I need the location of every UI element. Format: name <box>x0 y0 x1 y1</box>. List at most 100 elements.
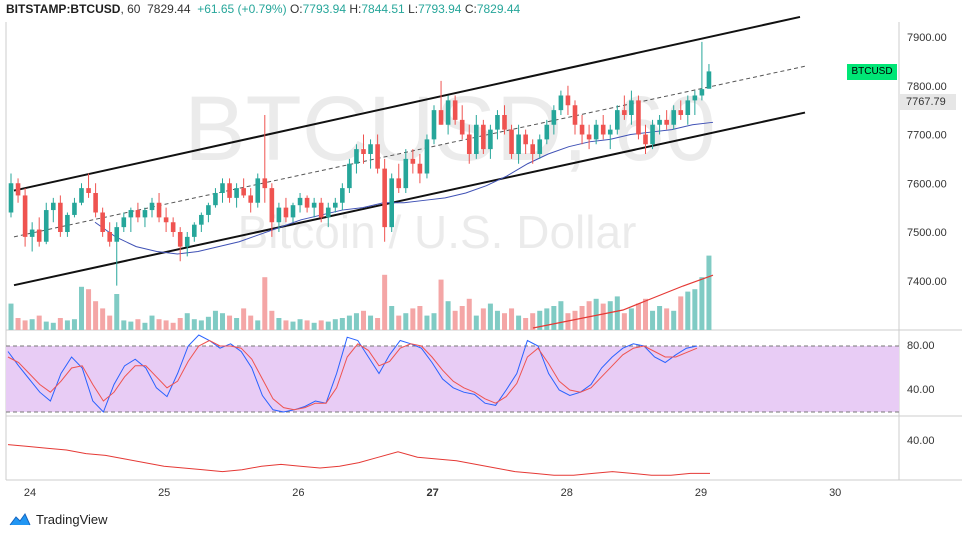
volume-bar <box>177 318 183 330</box>
volume-bar <box>516 315 522 330</box>
candle-body <box>93 193 98 213</box>
candle-body <box>354 149 359 164</box>
volume-bar <box>368 315 374 330</box>
low-value: 7793.94 <box>418 2 462 16</box>
candle-body <box>481 124 486 150</box>
volume-bar <box>403 313 409 330</box>
candle-body <box>29 229 35 237</box>
candle-body <box>79 188 84 203</box>
volume-bar <box>678 296 684 330</box>
volume-bar <box>530 313 536 330</box>
lower-indicator-line <box>7 444 710 476</box>
volume-bar <box>227 315 233 330</box>
volume-bar <box>572 310 578 330</box>
price-axis[interactable]: 7900.00 7800.00 7700.00 7600.00 7500.00 7400.… <box>907 32 947 447</box>
stoch-d-line <box>7 339 698 411</box>
candle-body <box>368 144 373 154</box>
volume-bar <box>699 277 705 330</box>
stoch-band <box>6 346 899 412</box>
volume-bar <box>346 315 352 330</box>
candle-body <box>318 202 324 218</box>
candle-body <box>692 95 698 101</box>
volume-bar <box>375 318 381 330</box>
volume-bar <box>558 301 564 330</box>
candle-body <box>495 115 500 130</box>
candle-body <box>459 119 465 135</box>
volume-bar <box>234 318 240 330</box>
volume-bar <box>410 308 416 330</box>
volume-bar <box>685 291 691 330</box>
volume-bar <box>248 315 254 330</box>
tradingview-logo[interactable]: TradingView <box>8 511 108 527</box>
interval[interactable]: , 60 <box>120 2 141 16</box>
volume-bar <box>643 298 648 330</box>
open-value: 7793.94 <box>302 2 346 16</box>
candle-body <box>629 100 634 115</box>
candle-body <box>36 229 42 242</box>
volume-bar <box>332 319 338 330</box>
candle-body <box>311 202 317 208</box>
volume-bar <box>262 277 268 330</box>
volume-bar <box>706 255 712 330</box>
volume-bar <box>241 308 247 330</box>
volume-bar <box>311 322 317 330</box>
candle-body <box>184 236 190 247</box>
candle-body <box>135 210 141 218</box>
volume-bar <box>466 298 472 330</box>
volume-bar <box>128 321 134 330</box>
volume-bar <box>657 306 663 330</box>
price-tick-label: 7500.00 <box>907 227 947 239</box>
volume-bar <box>93 301 99 330</box>
candle-body <box>234 188 239 198</box>
volume-bar <box>586 301 592 330</box>
volume-bar <box>64 320 70 330</box>
candle-body <box>51 202 56 211</box>
candle-body <box>509 129 514 154</box>
candle-body <box>276 207 282 223</box>
volume-bar <box>142 322 148 330</box>
volume-bar <box>8 303 14 330</box>
candle-body <box>544 124 550 140</box>
volume-bar <box>551 306 557 330</box>
candle-body <box>114 227 120 242</box>
volume-bar <box>509 308 515 330</box>
price-tick-label: 7900.00 <box>907 32 947 44</box>
candle-body <box>431 110 437 140</box>
volume-bar <box>135 319 141 330</box>
volume-bar <box>614 296 620 330</box>
volume-bar <box>487 303 493 330</box>
candle-body <box>607 129 613 135</box>
candle-body <box>340 188 345 203</box>
volume-bar <box>220 313 225 330</box>
main-pane[interactable] <box>6 22 899 330</box>
candle-body <box>558 95 564 111</box>
volume-bar <box>459 306 465 330</box>
volume-bar <box>156 319 162 330</box>
volume-ma-line <box>532 274 714 329</box>
candle-body <box>593 124 599 140</box>
candlesticks <box>8 41 712 286</box>
time-tick-label: 24 <box>24 487 36 499</box>
symbol-name[interactable]: BITSTAMP:BTCUSD <box>6 2 121 16</box>
volume-bar <box>50 322 56 330</box>
time-axis[interactable]: 24 25 26 27 28 29 30 <box>24 487 841 499</box>
volume-bar <box>290 321 296 330</box>
stoch-k-line <box>7 334 698 413</box>
volume-bar <box>71 319 77 330</box>
candle-body <box>255 178 261 203</box>
candle-body <box>551 110 557 125</box>
volume-bar <box>607 301 613 330</box>
candle-body <box>579 124 585 135</box>
volume-bar <box>537 310 543 330</box>
candle-body <box>65 214 70 232</box>
candle-body <box>523 134 528 145</box>
candle-body <box>43 210 49 242</box>
price-badge: 7767.79 <box>900 94 956 110</box>
trend-channel[interactable] <box>13 15 806 287</box>
volume-bars <box>8 255 714 330</box>
candle-body <box>678 110 684 115</box>
price-tick-label: 7600.00 <box>907 178 947 190</box>
brand-name: TradingView <box>36 511 108 527</box>
volume-bar <box>191 319 197 330</box>
tradingview-cloud-icon <box>9 513 31 526</box>
